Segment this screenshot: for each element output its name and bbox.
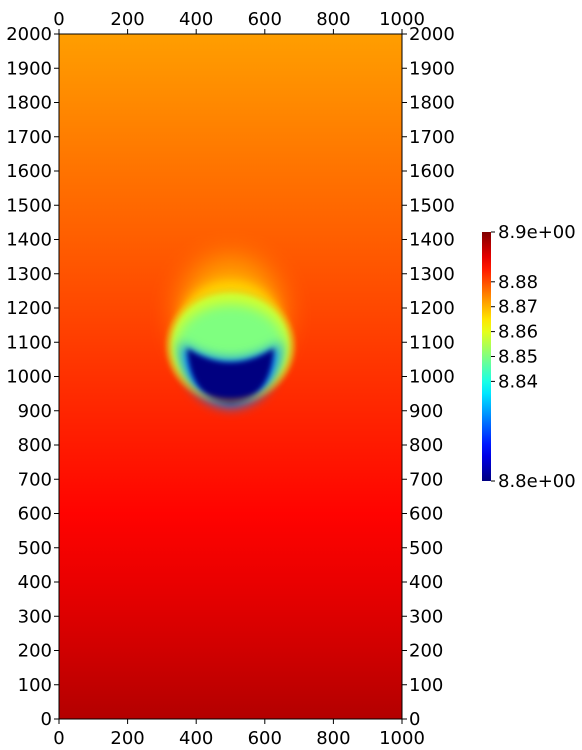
y-tick-label: 0 (409, 709, 420, 730)
y-tick-label: 400 (409, 572, 443, 593)
x-tick-label: 0 (53, 728, 64, 749)
y-tick-label: 300 (409, 606, 443, 627)
x-tick-label: 400 (179, 9, 213, 30)
y-tick-label: 1300 (6, 264, 52, 285)
y-tick-label: 100 (409, 675, 443, 696)
y-tick-label: 1900 (409, 58, 455, 79)
colorbar-tick-label: 8.88 (498, 272, 538, 293)
y-tick-label: 100 (18, 675, 52, 696)
x-tick-label: 1000 (379, 9, 425, 30)
y-tick-label: 800 (18, 435, 52, 456)
y-tick-label: 2000 (6, 24, 52, 45)
y-tick-label: 1600 (409, 161, 455, 182)
colorbar-tick-label: 8.84 (498, 371, 538, 392)
y-tick-label: 1400 (409, 230, 455, 251)
colorbar-tick-label: 8.86 (498, 322, 538, 343)
y-tick-label: 1100 (409, 332, 455, 353)
colorbar-tick-label: 8.85 (498, 347, 538, 368)
x-tick-label: 0 (53, 9, 64, 30)
x-axis-top: 0 200 400 600 800 1000 (53, 9, 425, 34)
y-tick-label: 1900 (6, 58, 52, 79)
y-tick-label: 700 (409, 469, 443, 490)
x-axis-bottom: 0 200 400 600 800 1000 (53, 719, 425, 749)
y-tick-label: 900 (409, 401, 443, 422)
y-tick-label: 500 (18, 538, 52, 559)
y-tick-label: 1000 (409, 367, 455, 388)
y-tick-label: 0 (41, 709, 52, 730)
y-tick-label: 1700 (409, 127, 455, 148)
y-tick-label: 1500 (409, 195, 455, 216)
x-tick-label: 600 (248, 728, 282, 749)
colorbar-tick-label: 8.9e+00 (498, 222, 576, 243)
y-tick-label: 1200 (6, 298, 52, 319)
x-tick-label: 600 (248, 9, 282, 30)
y-tick-label: 600 (18, 504, 52, 525)
y-axis-right: 0 100 200 300 400 500 600 700 800 900 1000 1100 1200… (402, 24, 455, 730)
x-tick-label: 1000 (379, 728, 425, 749)
y-tick-label: 1300 (409, 264, 455, 285)
y-tick-label: 1600 (6, 161, 52, 182)
colorbar: 8.8e+00 8.84 8.85 8.86 8.87 8.88 8.9e+00 (482, 222, 576, 492)
y-axis-left: 0 100 200 300 400 500 600 700 800 900 1000 1100 1200… (6, 24, 59, 730)
anomaly-minimum (186, 347, 275, 404)
y-tick-label: 300 (18, 606, 52, 627)
y-tick-label: 600 (409, 504, 443, 525)
colorbar-gradient (482, 232, 491, 481)
y-tick-label: 700 (18, 469, 52, 490)
y-tick-label: 200 (409, 641, 443, 662)
colorbar-tick-label: 8.87 (498, 297, 538, 318)
x-tick-label: 400 (179, 728, 213, 749)
x-tick-label: 200 (110, 728, 144, 749)
y-tick-label: 1200 (409, 298, 455, 319)
y-tick-label: 1700 (6, 127, 52, 148)
y-tick-label: 2000 (409, 24, 455, 45)
x-tick-label: 800 (316, 9, 350, 30)
x-tick-label: 800 (316, 728, 350, 749)
y-tick-label: 1800 (409, 93, 455, 114)
y-tick-label: 200 (18, 641, 52, 662)
y-tick-label: 1500 (6, 195, 52, 216)
anomaly-rim (166, 288, 295, 404)
y-tick-label: 900 (18, 401, 52, 422)
heatmap-field (59, 34, 402, 719)
x-tick-label: 200 (110, 9, 144, 30)
y-tick-label: 1400 (6, 230, 52, 251)
y-tick-label: 500 (409, 538, 443, 559)
y-tick-label: 1100 (6, 332, 52, 353)
colorbar-tick-label: 8.8e+00 (498, 471, 576, 492)
y-tick-label: 1800 (6, 93, 52, 114)
y-tick-label: 1000 (6, 367, 52, 388)
y-tick-label: 800 (409, 435, 443, 456)
y-tick-label: 400 (18, 572, 52, 593)
